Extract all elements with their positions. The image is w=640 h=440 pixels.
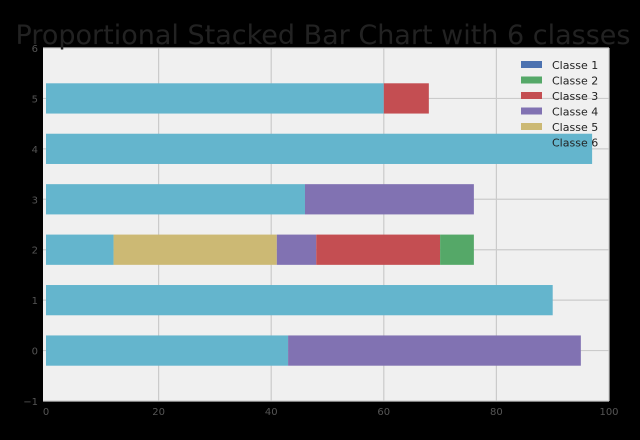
legend-swatch [521, 138, 542, 146]
x-tick-label: 40 [265, 407, 278, 418]
y-tick-label: 4 [32, 145, 38, 156]
legend-label: Classe 2 [552, 75, 598, 88]
y-tick-label: 3 [32, 195, 38, 206]
legend-swatch [521, 76, 542, 84]
bar-segment-classe-6-row-1 [46, 285, 553, 316]
legend-label: Classe 6 [552, 137, 598, 150]
bar-segment-classe-6-row-5 [46, 83, 384, 114]
y-tick-label: 6 [32, 44, 38, 55]
bar-segment-classe-4-row-3 [304, 184, 474, 215]
y-tick-label: 1 [32, 296, 38, 307]
bar-segment-classe-6-row-0 [46, 335, 289, 366]
y-tick-label: 2 [32, 246, 38, 257]
bar-segment-classe-5-row-2 [113, 234, 277, 265]
legend-label: Classe 1 [552, 59, 598, 72]
x-tick-label: 20 [152, 407, 165, 418]
legend-label: Classe 4 [552, 106, 598, 119]
legend-label: Classe 3 [552, 90, 598, 103]
x-tick-label: 100 [599, 407, 618, 418]
chart-title: Proportional Stacked Bar Chart with 6 cl… [16, 20, 631, 51]
bars [46, 83, 593, 366]
bar-segment-classe-4-row-2 [276, 234, 317, 265]
bar-segment-classe-2-row-2 [440, 234, 474, 265]
x-tick-label: 0 [43, 407, 49, 418]
legend-label: Classe 5 [552, 121, 598, 134]
y-tick-label: −1 [23, 397, 38, 408]
tick-labels: 0 20 40 60 80 100 −1 0 1 2 3 4 5 6 [23, 44, 618, 418]
bar-segment-classe-6-row-2 [46, 234, 114, 265]
bar-segment-classe-4-row-0 [288, 335, 581, 366]
legend: Classe 1 Classe 2 Classe 3 Classe 4 Classe 5… [521, 59, 598, 150]
x-tick-label: 80 [490, 407, 503, 418]
bar-segment-classe-6-row-4 [46, 133, 593, 164]
y-tick-label: 0 [32, 347, 38, 358]
bar-segment-classe-3-row-5 [383, 83, 429, 114]
bar-segment-classe-6-row-3 [46, 184, 305, 215]
y-tick-label: 5 [32, 94, 38, 105]
legend-swatch [521, 61, 542, 68]
x-tick-label: 60 [377, 407, 390, 418]
legend-swatch [521, 123, 542, 130]
legend-swatch [521, 107, 542, 115]
legend-swatch [521, 92, 542, 99]
bar-segment-classe-3-row-2 [316, 234, 441, 265]
